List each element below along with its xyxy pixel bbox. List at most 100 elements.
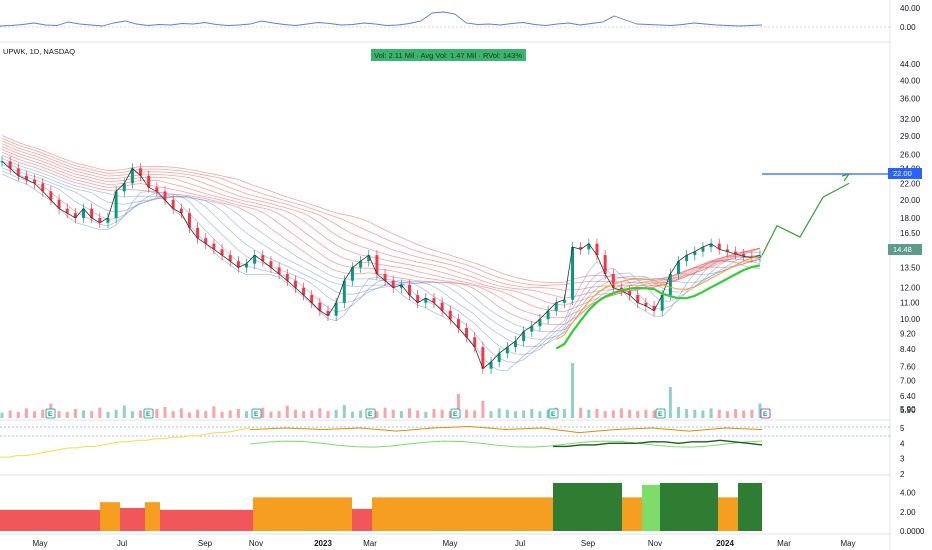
volume-bar [546, 409, 550, 418]
time-tick-label: May [442, 539, 457, 548]
bottom-axis: 4.00 2.00 0.0000 [900, 489, 925, 536]
price-bar [391, 280, 395, 288]
ribbon-line [1, 167, 761, 355]
price-bar [24, 175, 28, 180]
histogram-segment [372, 497, 553, 531]
price-tick-label: 40.00 [900, 76, 921, 85]
osc-tick-40: 40.00 [900, 4, 921, 13]
volume-bar [24, 408, 28, 418]
price-tick-label: 26.00 [900, 151, 921, 160]
histogram-segment [352, 508, 372, 531]
ribbon-line [1, 143, 761, 299]
volume-bar [758, 403, 762, 418]
histogram-segment [718, 497, 738, 531]
price-bar [253, 255, 257, 264]
volume-bar [603, 411, 607, 418]
price-tick-label: 7.60 [900, 362, 916, 371]
time-tick-label: 2023 [314, 539, 332, 548]
volume-bar [522, 410, 526, 418]
price-bar [171, 199, 175, 209]
earnings-marker-icon [760, 408, 771, 419]
price-tick-label: 13.50 [900, 263, 921, 272]
price-bar [350, 267, 354, 281]
price-bar [408, 284, 412, 296]
volume-bar [391, 409, 395, 418]
indicator-tick-label: 2 [900, 470, 905, 479]
bottom-tick-label: 4.00 [900, 489, 916, 498]
volume-bar [196, 409, 200, 418]
volume-bar [98, 407, 102, 418]
volume-bar [269, 411, 273, 418]
price-bar [530, 326, 534, 332]
volume-bar [187, 412, 191, 418]
price-bar [179, 208, 183, 214]
volume-info-text: Vol: 2.11 Mil · Avg Vol: 1.47 Mil · RVol… [374, 51, 522, 60]
price-bar [513, 341, 517, 348]
price-bar [122, 183, 126, 192]
histogram-segment [0, 509, 100, 531]
price-bar [619, 287, 623, 291]
time-tick-label: Mar [777, 539, 791, 548]
price-bar [57, 199, 61, 209]
bottom-tick-label: 2.00 [900, 508, 916, 517]
price-bar [448, 310, 452, 320]
volume-bar [261, 407, 265, 418]
volume-bar [644, 409, 648, 418]
price-bar [456, 319, 460, 328]
volume-bar [342, 404, 346, 418]
volume-bar [571, 363, 575, 418]
price-bar [277, 267, 281, 274]
volume-bar [465, 409, 469, 418]
histogram-segment [738, 482, 762, 531]
yellow-indicator-line [0, 427, 251, 458]
price-bar [310, 295, 314, 303]
price-tick-label: 10.00 [900, 315, 921, 324]
price-bar [261, 255, 265, 262]
target-price-badge [888, 168, 922, 179]
volume-bar [179, 408, 183, 418]
volume-bar [41, 409, 45, 418]
price-bar [473, 337, 477, 348]
price-bar [554, 302, 558, 311]
volume-bar [90, 411, 94, 418]
histogram-segment [553, 482, 622, 531]
price-bar [603, 255, 607, 274]
price-tick-label: 12.00 [900, 284, 921, 293]
price-bar [269, 261, 273, 268]
time-tick-label: Mar [363, 539, 377, 548]
price-bar [8, 161, 12, 169]
histogram-segment [660, 482, 718, 531]
volume-bar [8, 410, 12, 418]
price-bar [196, 227, 200, 239]
ribbon-line [1, 151, 761, 319]
price-bar [0, 161, 4, 163]
volume-bar [530, 409, 534, 418]
volume-bar [16, 411, 20, 418]
volume-bar [318, 408, 322, 418]
price-bar [717, 243, 721, 250]
price-bar [644, 302, 648, 306]
projection-path [761, 182, 850, 256]
volume-bar [57, 411, 61, 418]
bottom-histogram-pane [0, 482, 762, 531]
price-bar [383, 273, 387, 281]
price-tick-label: 7.00 [900, 377, 916, 386]
volume-bar [717, 409, 721, 418]
volume-bar [350, 411, 354, 418]
volume-bar [456, 393, 460, 418]
histogram-segment [622, 497, 642, 531]
price-bar [220, 249, 224, 256]
volume-bar [33, 411, 37, 418]
volume-bar [587, 409, 591, 418]
price-bar [750, 256, 754, 258]
price-bar [302, 287, 306, 296]
volume-bar [220, 411, 224, 418]
price-bar [538, 319, 542, 327]
volume-bar [334, 409, 338, 418]
volume-bar [628, 409, 632, 418]
price-bar [709, 243, 713, 248]
time-tick-label: Jul [117, 539, 127, 548]
price-tick-label: 6.40 [900, 392, 916, 401]
time-tick-label: Jul [515, 539, 525, 548]
